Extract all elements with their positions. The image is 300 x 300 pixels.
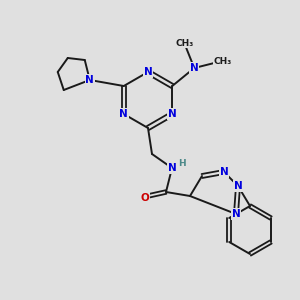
Text: N: N	[168, 163, 176, 173]
Text: CH₃: CH₃	[175, 38, 194, 47]
Text: N: N	[220, 167, 228, 177]
Text: N: N	[232, 209, 240, 219]
Text: H: H	[178, 160, 186, 169]
Text: N: N	[168, 109, 177, 119]
Text: O: O	[141, 193, 149, 203]
Text: N: N	[85, 75, 94, 85]
Text: N: N	[144, 67, 152, 77]
Text: N: N	[119, 109, 128, 119]
Text: N: N	[234, 181, 242, 191]
Text: CH₃: CH₃	[213, 56, 231, 65]
Text: N: N	[190, 63, 199, 73]
